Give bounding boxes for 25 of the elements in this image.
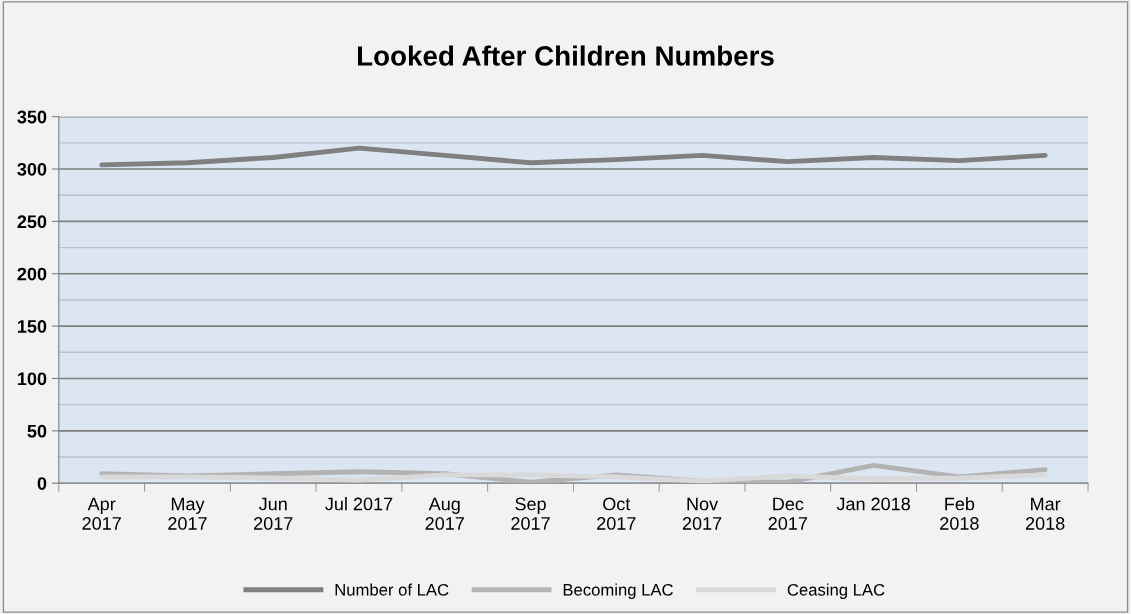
y-tick-label: 150 — [18, 320, 47, 333]
legend-label: Ceasing LAC — [787, 583, 885, 599]
y-tick-label: 300 — [17, 162, 47, 176]
y-tick-label: 0 — [37, 477, 47, 490]
x-tick-label: Jun 2017 — [254, 497, 293, 530]
y-tick-label: 250 — [17, 215, 47, 229]
y-tick-label: 100 — [18, 372, 47, 386]
x-tick-label: Feb 2018 — [940, 497, 979, 530]
line-series — [99, 472, 1048, 484]
x-tick-label: Sep 2017 — [511, 497, 550, 530]
x-tick-label: May 2017 — [168, 497, 207, 530]
legend-label: Becoming LAC — [563, 583, 673, 599]
y-tick-label: 350 — [17, 110, 47, 124]
x-tick-label: Aug 2017 — [425, 497, 464, 530]
x-tick-label: Jan 2018 — [836, 497, 910, 511]
x-tick-label: Mar 2018 — [1025, 497, 1065, 530]
x-tick-label: Jul 2017 — [325, 497, 393, 511]
legend-label: Number of LAC — [335, 583, 449, 596]
x-tick-label: Apr 2017 — [82, 497, 121, 530]
x-tick-label: Nov 2017 — [682, 497, 722, 530]
x-tick-label: Dec 2017 — [768, 497, 808, 530]
y-tick-label: 200 — [17, 267, 47, 281]
chart-title: Looked After Children Numbers — [357, 45, 774, 66]
x-tick-label: Oct 2017 — [597, 497, 636, 530]
y-tick-label: 50 — [27, 424, 47, 438]
